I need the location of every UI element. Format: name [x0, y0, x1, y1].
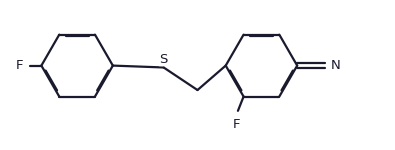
Text: F: F	[16, 59, 23, 72]
Text: N: N	[331, 59, 341, 72]
Text: S: S	[160, 53, 168, 66]
Text: F: F	[233, 118, 241, 131]
